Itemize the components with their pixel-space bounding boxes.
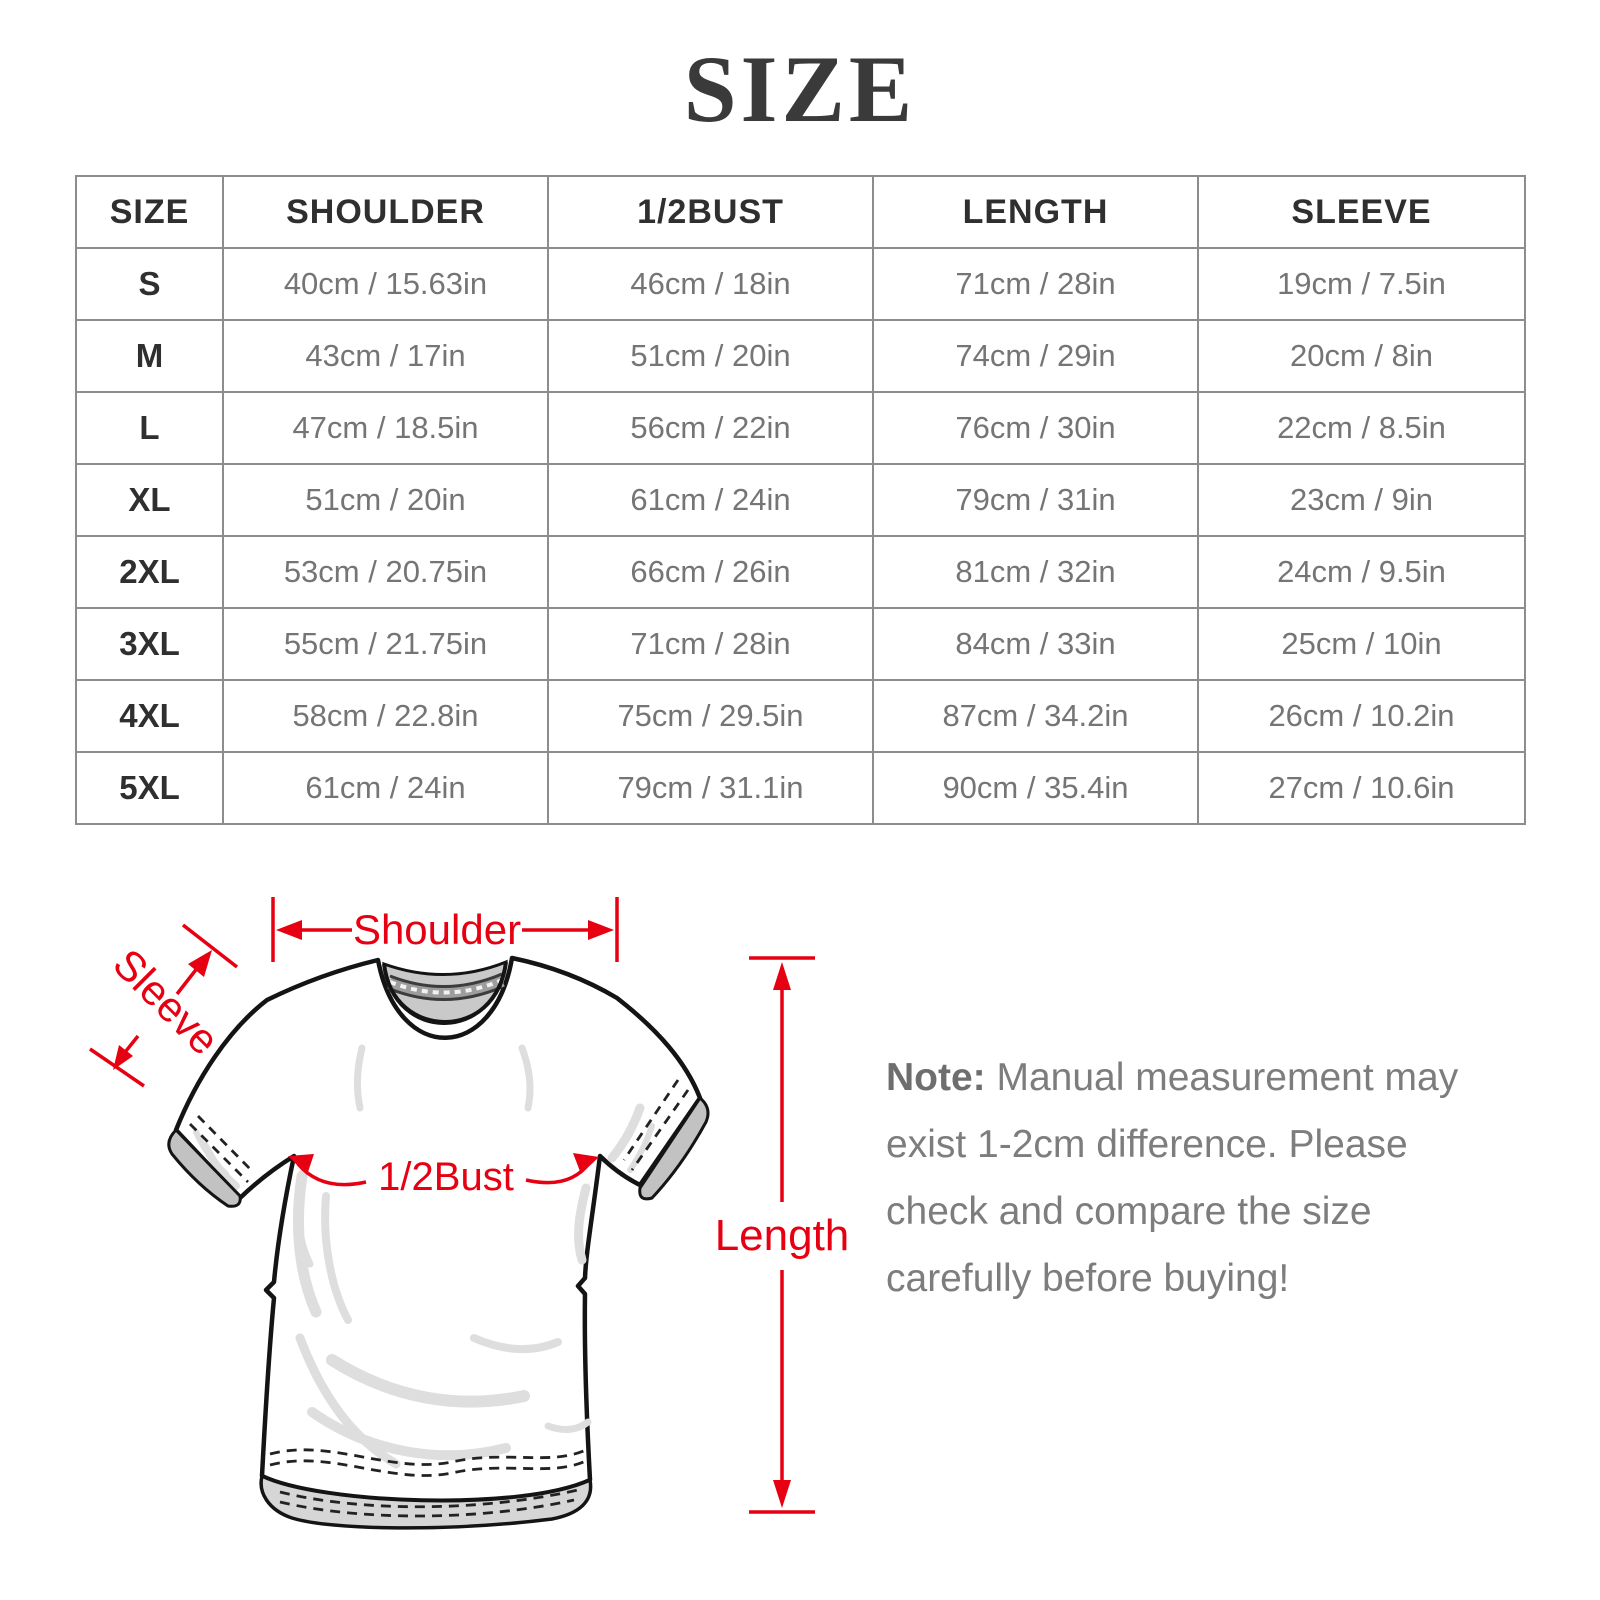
collar-stitch-band xyxy=(387,972,505,1001)
size-cell: S xyxy=(75,247,224,321)
page-title: SIZE xyxy=(683,36,917,142)
sleeve-cell: 19cm / 7.5in xyxy=(1197,247,1526,321)
sleeve-cell: 22cm / 8.5in xyxy=(1197,391,1526,465)
sleeve-cell: 25cm / 10in xyxy=(1197,607,1526,681)
length-cell: 87cm / 34.2in xyxy=(872,679,1199,753)
size-cell: 3XL xyxy=(75,607,224,681)
header-sleeve: SLEEVE xyxy=(1197,175,1526,249)
table-row: XL 51cm / 20in 61cm / 24in 79cm / 31in 2… xyxy=(75,463,1526,537)
table-row: 3XL 55cm / 21.75in 71cm / 28in 84cm / 33… xyxy=(75,607,1526,681)
shoulder-cell: 47cm / 18.5in xyxy=(222,391,549,465)
length-cell: 71cm / 28in xyxy=(872,247,1199,321)
size-table: SIZE SHOULDER 1/2BUST LENGTH SLEEVE S 40… xyxy=(75,175,1526,825)
hem-stitches xyxy=(269,1448,587,1518)
sleeve-cell: 20cm / 8in xyxy=(1197,319,1526,393)
note-label: Note: xyxy=(886,1056,986,1099)
table-row: S 40cm / 15.63in 46cm / 18in 71cm / 28in… xyxy=(75,247,1526,321)
shoulder-cell: 53cm / 20.75in xyxy=(222,535,549,609)
table-row: 2XL 53cm / 20.75in 66cm / 26in 81cm / 32… xyxy=(75,535,1526,609)
sleeve-label: Sleeve xyxy=(104,940,228,1064)
size-cell: 4XL xyxy=(75,679,224,753)
sleeve-cell: 23cm / 9in xyxy=(1197,463,1526,537)
half-bust-label: 1/2Bust xyxy=(378,1155,514,1199)
header-length: LENGTH xyxy=(872,175,1199,249)
note-body: Manual measurement may exist 1-2cm diffe… xyxy=(886,1056,1459,1300)
length-label: Length xyxy=(715,1211,850,1260)
shoulder-cell: 61cm / 24in xyxy=(222,751,549,825)
left-cuff-gray xyxy=(167,1127,242,1208)
header-shoulder: SHOULDER xyxy=(222,175,549,249)
table-header-row: SIZE SHOULDER 1/2BUST LENGTH SLEEVE xyxy=(75,175,1526,249)
shoulder-cell: 40cm / 15.63in xyxy=(222,247,549,321)
collar-front-rim xyxy=(382,961,508,1025)
size-cell: 2XL xyxy=(75,535,224,609)
size-cell: L xyxy=(75,391,224,465)
size-cell: 5XL xyxy=(75,751,224,825)
table-row: M 43cm / 17in 51cm / 20in 74cm / 29in 20… xyxy=(75,319,1526,393)
halfbust-cell: 75cm / 29.5in xyxy=(547,679,874,753)
tshirt-outline xyxy=(173,955,703,1503)
wrinkle-lines xyxy=(193,1044,655,1469)
left-cuff-stitches xyxy=(189,1115,255,1183)
halfbust-cell: 66cm / 26in xyxy=(547,535,874,609)
halfbust-cell: 61cm / 24in xyxy=(547,463,874,537)
size-cell: XL xyxy=(75,463,224,537)
length-cell: 76cm / 30in xyxy=(872,391,1199,465)
length-cell: 74cm / 29in xyxy=(872,319,1199,393)
length-dimension: Length xyxy=(715,956,850,1514)
length-cell: 90cm / 35.4in xyxy=(872,751,1199,825)
shoulder-cell: 51cm / 20in xyxy=(222,463,549,537)
shoulder-cell: 55cm / 21.75in xyxy=(222,607,549,681)
shoulder-cell: 43cm / 17in xyxy=(222,319,549,393)
sleeve-cell: 24cm / 9.5in xyxy=(1197,535,1526,609)
length-cell: 79cm / 31in xyxy=(872,463,1199,537)
half-bust-dimension: 1/2Bust xyxy=(288,1153,599,1199)
length-cell: 84cm / 33in xyxy=(872,607,1199,681)
right-cuff-gray xyxy=(638,1095,710,1201)
header-halfbust: 1/2BUST xyxy=(547,175,874,249)
table-row: 4XL 58cm / 22.8in 75cm / 29.5in 87cm / 3… xyxy=(75,679,1526,753)
right-cuff-stitches xyxy=(622,1079,690,1171)
halfbust-cell: 56cm / 22in xyxy=(547,391,874,465)
halfbust-cell: 51cm / 20in xyxy=(547,319,874,393)
tshirt-measurement-diagram: Shoulder Sleeve 1/2Bust xyxy=(89,897,850,1530)
bottom-hem-roll xyxy=(259,1473,593,1530)
sleeve-cell: 27cm / 10.6in xyxy=(1197,751,1526,825)
shoulder-label: Shoulder xyxy=(353,906,521,953)
length-cell: 81cm / 32in xyxy=(872,535,1199,609)
shoulder-dimension: Shoulder xyxy=(271,897,619,962)
shoulder-cell: 58cm / 22.8in xyxy=(222,679,549,753)
note-text: Note: Manual measurement may exist 1-2cm… xyxy=(886,1044,1500,1312)
halfbust-cell: 46cm / 18in xyxy=(547,247,874,321)
header-size: SIZE xyxy=(75,175,224,249)
table-row: L 47cm / 18.5in 56cm / 22in 76cm / 30in … xyxy=(75,391,1526,465)
halfbust-cell: 79cm / 31.1in xyxy=(547,751,874,825)
table-row: 5XL 61cm / 24in 79cm / 31.1in 90cm / 35.… xyxy=(75,751,1526,825)
tshirt-drawing xyxy=(167,955,710,1530)
sleeve-cell: 26cm / 10.2in xyxy=(1197,679,1526,753)
halfbust-cell: 71cm / 28in xyxy=(547,607,874,681)
size-cell: M xyxy=(75,319,224,393)
